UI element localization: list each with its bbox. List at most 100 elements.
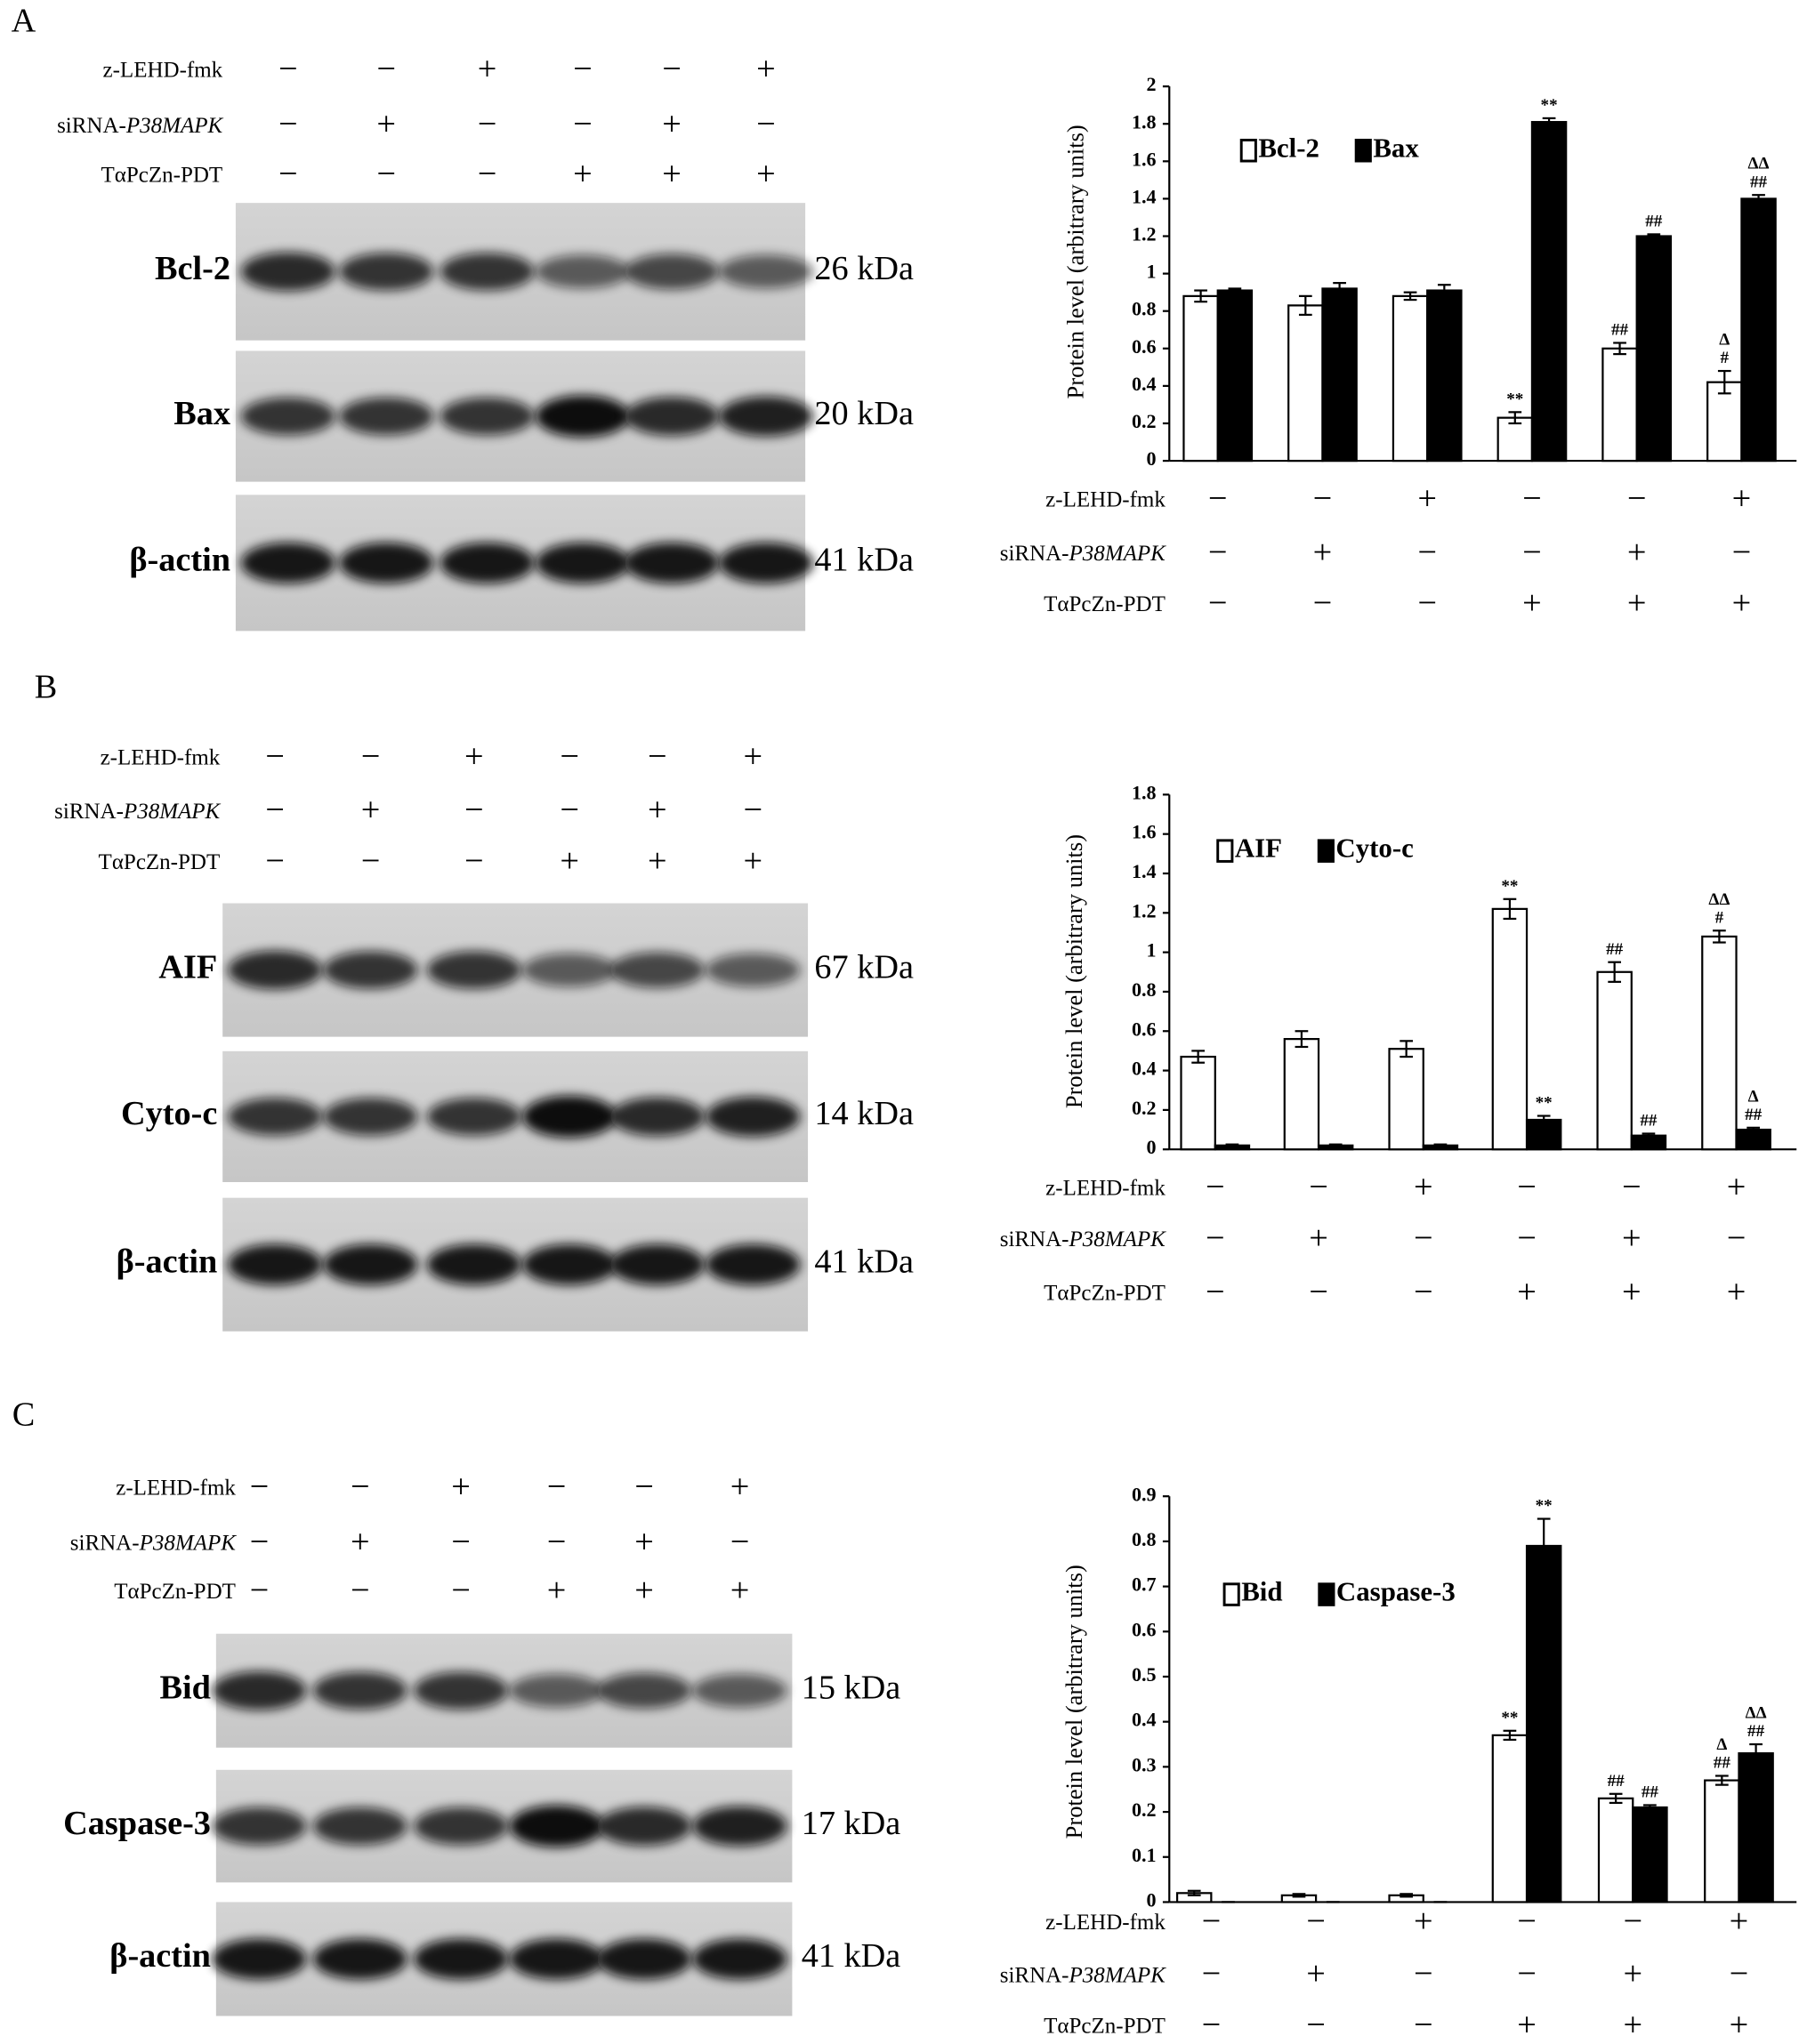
y-tick-label: 0.4 — [1132, 373, 1157, 395]
blot-label: β-actin — [117, 1243, 218, 1280]
significance-label: ΔΔ — [1748, 155, 1770, 173]
blot-band — [440, 397, 535, 436]
blot-band — [212, 1670, 307, 1710]
treatment-symbol: + — [1623, 2007, 1642, 2044]
treatment-label: z-LEHD-fmk — [116, 1477, 236, 1501]
significance-label: ## — [1608, 1772, 1625, 1791]
y-tick-label: 0.7 — [1132, 1573, 1157, 1596]
error-bar — [1609, 1792, 1623, 1805]
treatment-symbol: − — [278, 155, 298, 192]
treatment-symbol: − — [1623, 1903, 1642, 1940]
bar — [1735, 1128, 1771, 1151]
treatment-symbol: − — [1522, 534, 1542, 571]
treatment-label: siRNA-P38MAPK — [57, 114, 223, 138]
treatment-symbol: − — [265, 842, 285, 880]
blot-band — [426, 1098, 521, 1136]
treatment-symbol: − — [1202, 1903, 1222, 1940]
error-bar — [1228, 287, 1242, 294]
y-axis-label: Protein level (arbitrary units) — [1061, 125, 1088, 398]
significance-label: ** — [1541, 96, 1558, 115]
treatment-symbol: + — [648, 792, 667, 829]
y-axis-label: Protein level (arbitrary units) — [1061, 834, 1087, 1108]
bar — [1601, 347, 1638, 463]
treatment-symbol: + — [451, 1469, 471, 1506]
blot-band — [440, 253, 535, 291]
blot-band — [440, 542, 535, 583]
y-tick-label: 1.2 — [1132, 899, 1157, 921]
treatment-label: siRNA-P38MAPK — [70, 1531, 237, 1555]
panel-letter: A — [12, 2, 36, 39]
blot-band — [212, 1807, 307, 1846]
treatment-label: TαPcZn-PDT — [1044, 2014, 1166, 2038]
y-tick-label: 0.4 — [1132, 1709, 1157, 1731]
bar — [1287, 304, 1324, 463]
treatment-symbol: − — [1417, 534, 1437, 571]
error-bar — [1400, 1893, 1414, 1898]
treatment-symbol: − — [1313, 584, 1333, 622]
bar — [1704, 1779, 1740, 1903]
treatment-symbol: + — [1732, 479, 1752, 517]
treatment-symbol: − — [265, 792, 285, 829]
treatment-symbol: − — [278, 51, 298, 88]
treatment-symbol: − — [573, 51, 593, 88]
blot-band — [625, 542, 719, 583]
treatment-symbol: − — [376, 51, 396, 88]
bar — [1740, 197, 1777, 463]
blot-label: AIF — [158, 948, 217, 986]
bar — [1283, 1038, 1320, 1151]
treatment-symbol: − — [560, 737, 579, 775]
blot-band — [426, 951, 521, 989]
blot-band — [718, 396, 813, 437]
treatment-label: TαPcZn-PDT — [114, 1580, 236, 1604]
treatment-symbol: − — [743, 792, 762, 829]
treatment-symbol: − — [756, 106, 776, 143]
treatment-symbol: − — [1730, 1955, 1749, 1992]
treatment-symbol: − — [1306, 2007, 1326, 2044]
treatment-symbol: − — [464, 792, 484, 829]
legend-swatch — [1354, 139, 1372, 163]
error-bar — [1714, 1774, 1729, 1786]
treatment-symbol: − — [451, 1523, 471, 1560]
y-tick-label: 0.2 — [1132, 410, 1157, 432]
blot-band — [240, 542, 335, 583]
treatment-symbol: − — [1414, 1219, 1433, 1257]
panel-letter: B — [35, 668, 58, 705]
treatment-symbol: − — [278, 106, 298, 143]
treatment-symbol: − — [1208, 584, 1228, 622]
blot-size: 41 kDa — [814, 542, 914, 579]
treatment-symbol: − — [250, 1469, 270, 1506]
treatment-symbol: − — [1627, 479, 1647, 517]
blot-label: β-actin — [129, 542, 230, 579]
treatment-symbol: + — [1732, 584, 1752, 622]
error-bar — [1643, 1804, 1657, 1811]
treatment-symbol: − — [1622, 1169, 1642, 1206]
error-bar — [1542, 117, 1556, 127]
treatment-symbol: − — [1732, 534, 1752, 571]
treatment-symbol: + — [361, 792, 381, 829]
blot-band — [212, 1938, 307, 1980]
blot-band — [414, 1807, 509, 1846]
blot-size: 41 kDa — [802, 1937, 901, 1975]
bar — [1388, 1048, 1424, 1151]
significance-label: # — [1720, 349, 1729, 367]
treatment-symbol: + — [1414, 1903, 1433, 1940]
treatment-symbol: − — [361, 842, 381, 880]
blot-size: 41 kDa — [814, 1243, 914, 1280]
treatment-symbol: + — [648, 842, 667, 880]
significance-label: ## — [1645, 213, 1663, 231]
treatment-symbol: − — [730, 1523, 750, 1560]
treatment-symbol: + — [730, 1469, 750, 1506]
blot-band — [535, 254, 630, 289]
treatment-label: siRNA-P38MAPK — [1000, 1227, 1166, 1251]
bar — [1701, 935, 1738, 1151]
y-tick-label: 0.1 — [1132, 1844, 1157, 1866]
legend-swatch — [1317, 839, 1335, 863]
blot-size: 15 kDa — [802, 1670, 901, 1707]
blot-band — [625, 253, 719, 290]
blot-band — [339, 253, 434, 291]
legend-label: Caspase-3 — [1336, 1576, 1456, 1607]
bar — [1596, 970, 1633, 1151]
treatment-symbol: − — [560, 792, 579, 829]
blot-band — [718, 542, 813, 583]
